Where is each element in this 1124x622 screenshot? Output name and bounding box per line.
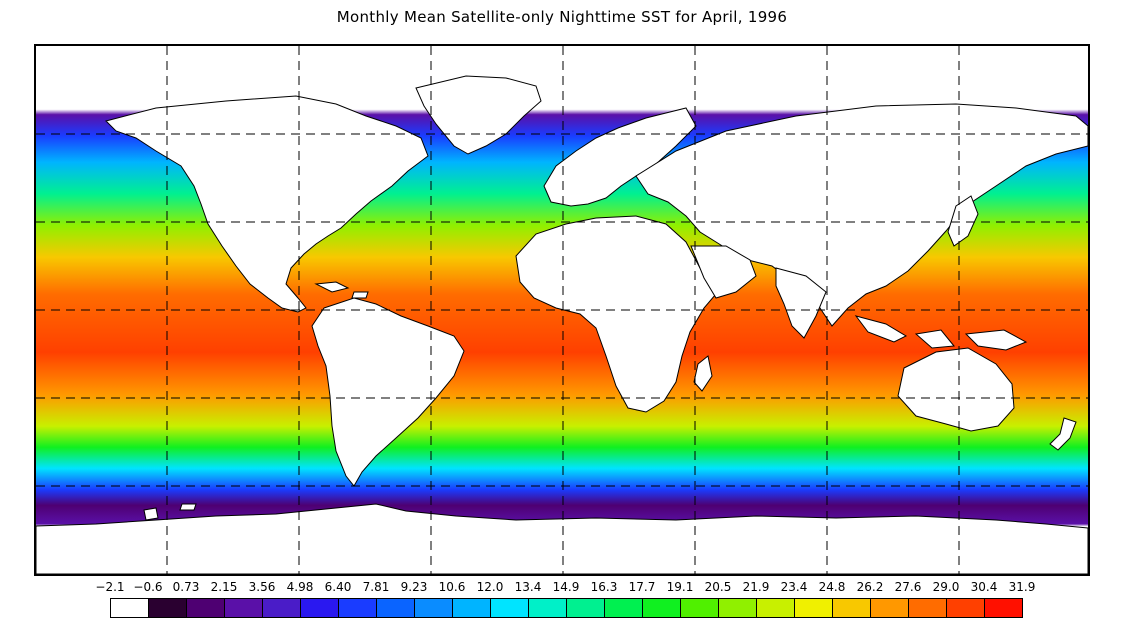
legend-swatch — [490, 598, 529, 618]
legend-swatch — [262, 598, 301, 618]
legend-tick-label: 16.3 — [590, 580, 618, 594]
europe — [543, 107, 697, 207]
map-title: Monthly Mean Satellite-only Nighttime SS… — [336, 8, 788, 26]
legend-swatch — [718, 598, 757, 618]
color-legend: −2.1 −0.6 0.73 2.15 3.56 4.98 6.40 7.81 9.23 10.6… — [0, 580, 1124, 620]
legend-tick-label: 13.4 — [514, 580, 542, 594]
legend-tick-label: 0.73 — [172, 580, 200, 594]
indonesia — [854, 315, 1028, 351]
australia — [897, 347, 1015, 432]
legend-tick-label: −2.1 — [95, 580, 125, 594]
legend-swatch — [528, 598, 567, 618]
legend-tick-label: 21.9 — [742, 580, 770, 594]
legend-tick-label: 20.5 — [704, 580, 732, 594]
legend-tick-label: 17.7 — [628, 580, 656, 594]
legend-swatch — [908, 598, 947, 618]
legend-tick-label: 2.15 — [210, 580, 238, 594]
india — [775, 267, 827, 339]
legend-swatch — [984, 598, 1023, 618]
legend-tick-label: −0.6 — [133, 580, 163, 594]
legend-tick-label: 24.8 — [818, 580, 846, 594]
south-america — [311, 297, 465, 487]
legend-tick-label: 31.9 — [1008, 580, 1036, 594]
asia — [635, 103, 1088, 327]
legend-tick-label: 26.2 — [856, 580, 884, 594]
north-america — [105, 95, 429, 313]
legend-swatch — [300, 598, 339, 618]
legend-swatch — [566, 598, 605, 618]
legend-tick-label: 19.1 — [666, 580, 694, 594]
legend-swatch — [794, 598, 833, 618]
legend-tick-label: 9.23 — [400, 580, 428, 594]
south-islands — [143, 503, 197, 521]
legend-swatch — [946, 598, 985, 618]
legend-tick-label: 30.4 — [970, 580, 998, 594]
gridlines — [36, 46, 1088, 574]
legend-tick-label: 7.81 — [362, 580, 390, 594]
legend-swatch — [110, 598, 149, 618]
new-zealand — [1049, 417, 1077, 451]
legend-swatch — [224, 598, 263, 618]
caribbean — [314, 281, 369, 299]
legend-tick-label: 12.0 — [476, 580, 504, 594]
africa — [515, 215, 717, 413]
legend-tick-label: 29.0 — [932, 580, 960, 594]
legend-swatch — [148, 598, 187, 618]
legend-swatch — [680, 598, 719, 618]
legend-tick-label: 14.9 — [552, 580, 580, 594]
japan — [947, 195, 979, 247]
legend-swatch — [414, 598, 453, 618]
legend-swatch — [756, 598, 795, 618]
sst-map-canvas — [36, 46, 1088, 574]
legend-tick-label: 6.40 — [324, 580, 352, 594]
legend-tick-label: 23.4 — [780, 580, 808, 594]
sst-map — [34, 44, 1090, 576]
legend-tick-label: 10.6 — [438, 580, 466, 594]
legend-swatch — [832, 598, 871, 618]
arabia — [690, 245, 757, 299]
legend-tick-label: 27.6 — [894, 580, 922, 594]
legend-tick-label: 4.98 — [286, 580, 314, 594]
legend-swatch — [376, 598, 415, 618]
legend-swatch — [604, 598, 643, 618]
legend-swatch — [186, 598, 225, 618]
legend-swatch — [870, 598, 909, 618]
legend-tick-label: 3.56 — [248, 580, 276, 594]
legend-swatch — [642, 598, 681, 618]
legend-swatch — [338, 598, 377, 618]
legend-swatch — [452, 598, 491, 618]
